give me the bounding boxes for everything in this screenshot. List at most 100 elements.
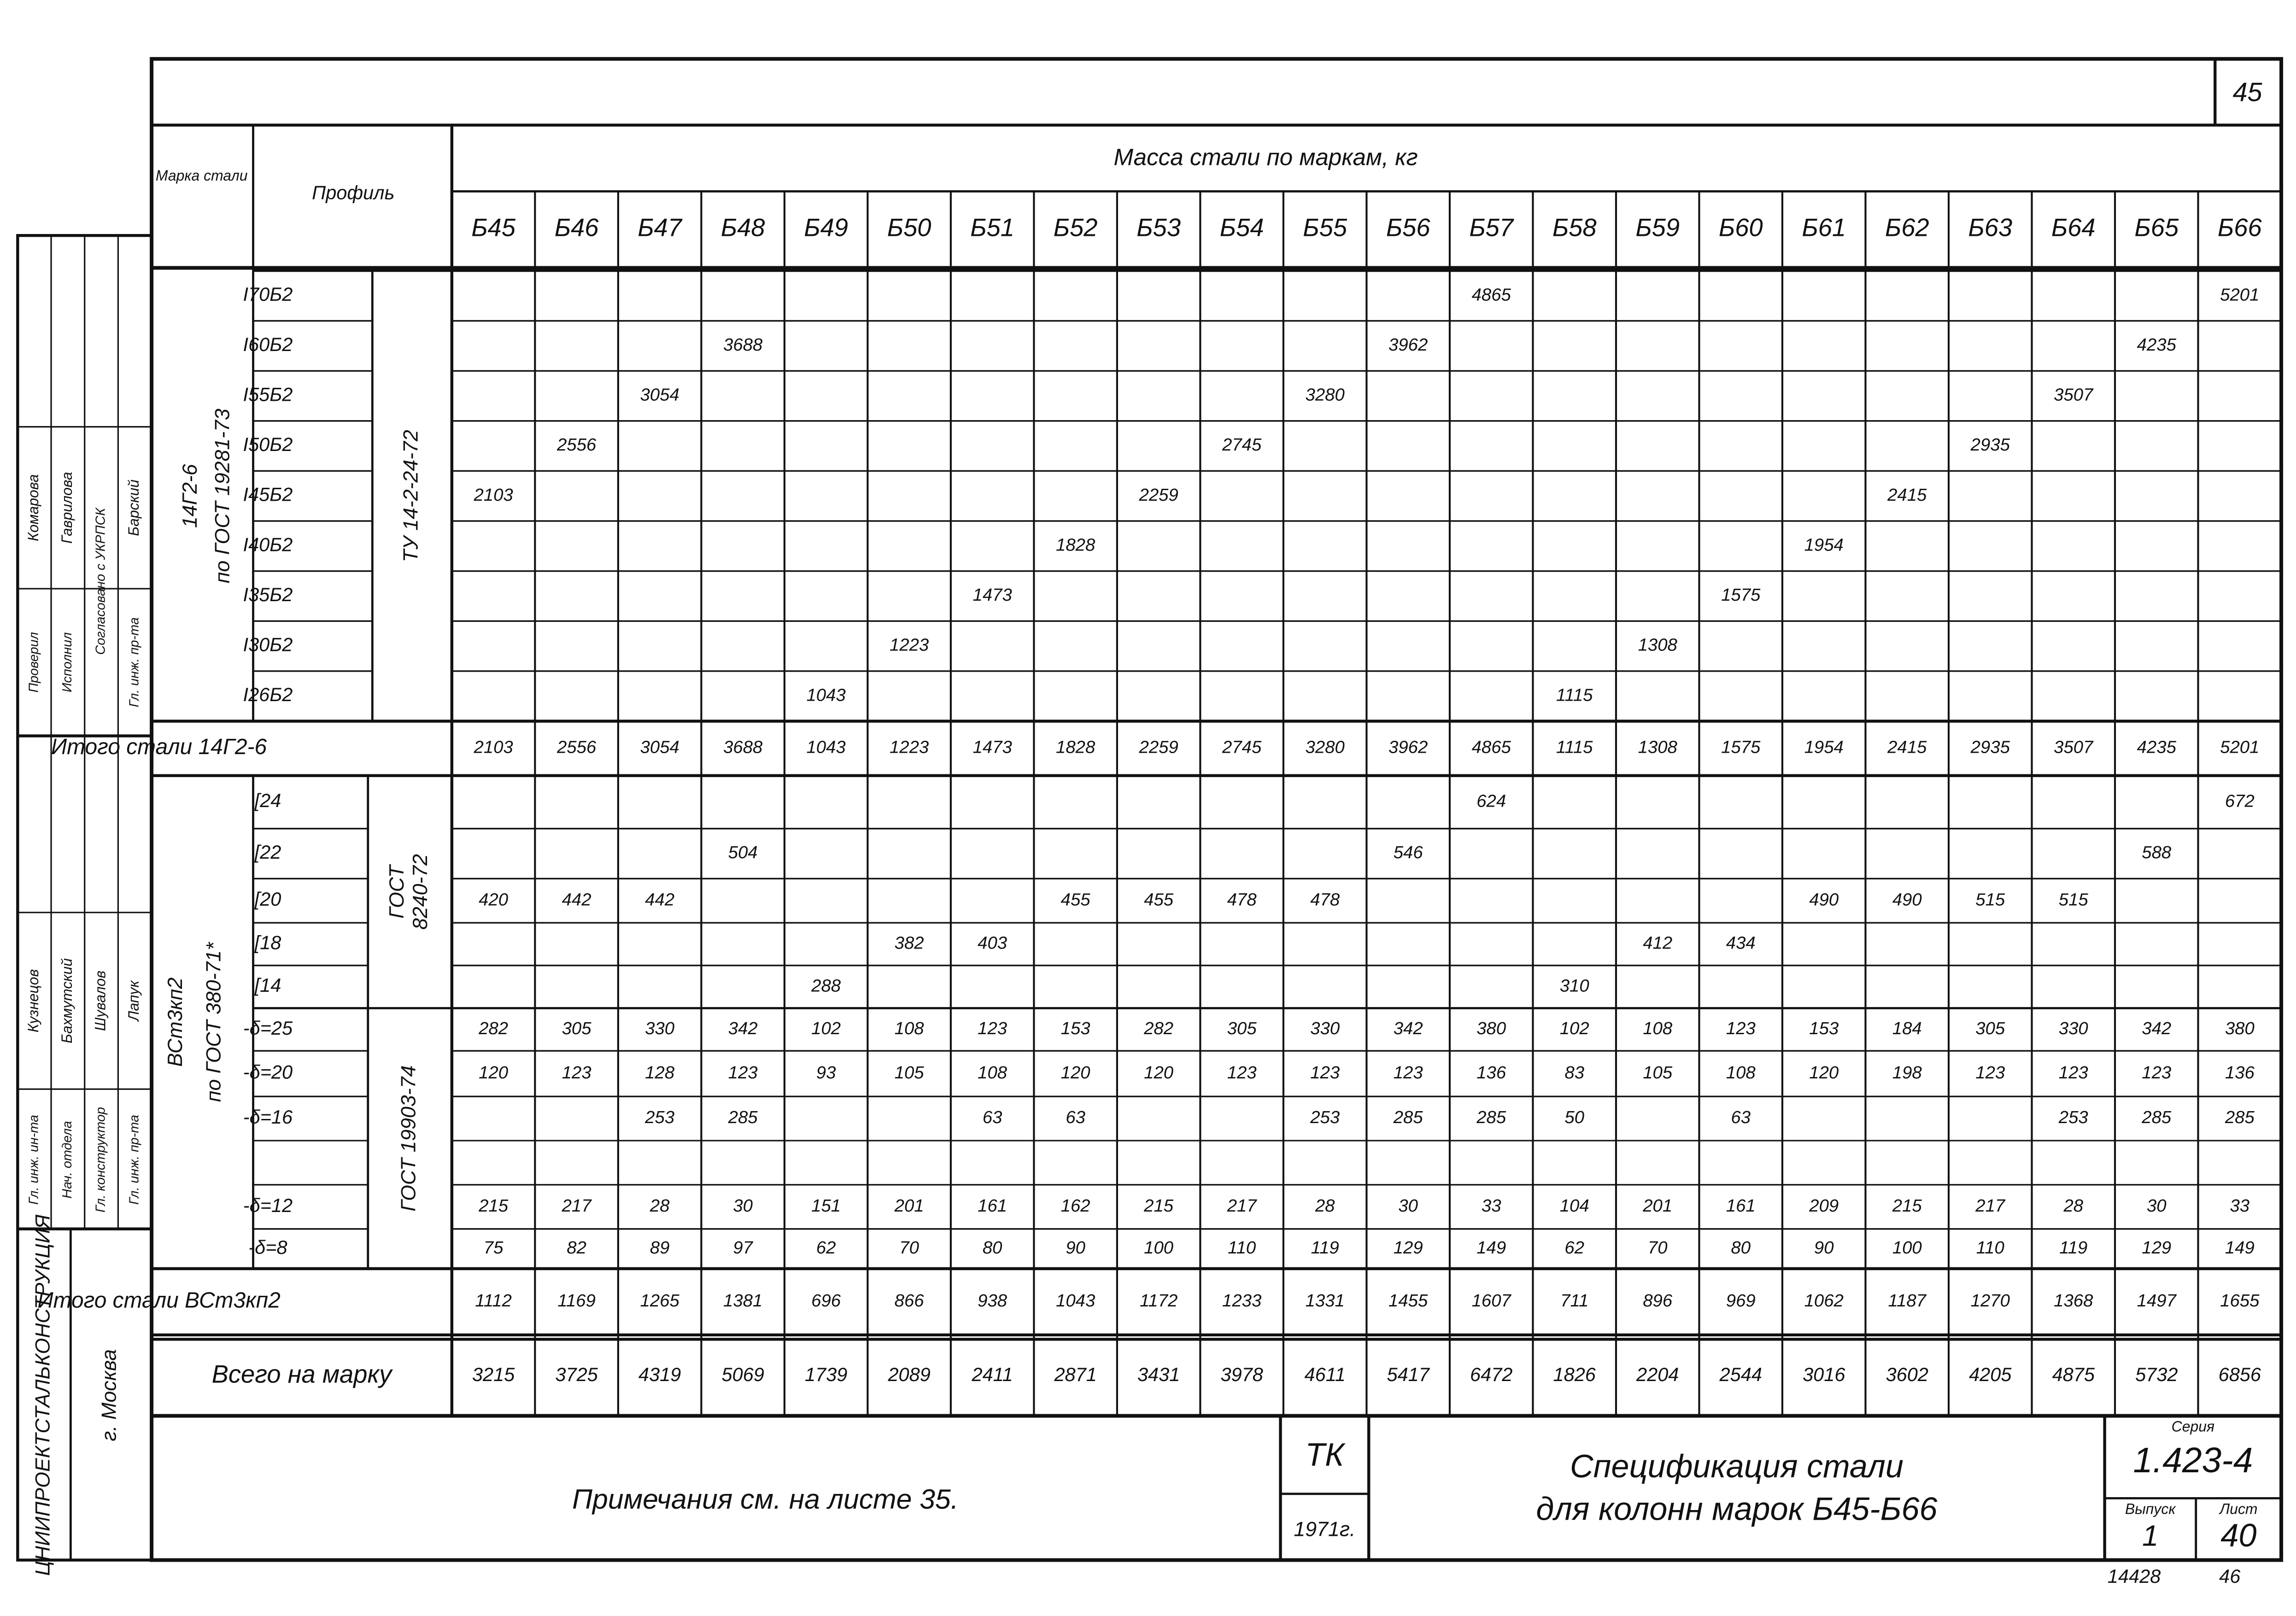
profile: -δ=25	[243, 1017, 293, 1039]
mass-value: 30	[733, 1196, 753, 1216]
mass-value: 108	[978, 1063, 1007, 1083]
total-value: 1607	[1472, 1291, 1512, 1311]
mass-value: 100	[1892, 1238, 1922, 1258]
mass-value: 90	[1066, 1238, 1085, 1258]
total-value: 1172	[1140, 1291, 1177, 1311]
mass-value: 82	[567, 1238, 586, 1258]
mass-value: 63	[983, 1107, 1002, 1127]
profile: I45Б2	[243, 484, 293, 505]
mass-value: 1954	[1804, 535, 1844, 555]
mass-value: 217	[1975, 1196, 2006, 1216]
mass-value: 129	[2142, 1238, 2171, 1258]
profile: [14	[254, 974, 281, 996]
grand-total-value: 4205	[1969, 1364, 2012, 1385]
mass-value: 28	[1315, 1196, 1335, 1216]
mass-value: 62	[1564, 1238, 1584, 1258]
mass-value: 28	[650, 1196, 670, 1216]
mass-value: 478	[1310, 890, 1340, 909]
mass-value: 217	[562, 1196, 592, 1216]
mass-value: 90	[1814, 1238, 1834, 1258]
stamp-role: Нач. отдела	[60, 1121, 75, 1198]
total-value: 5201	[2220, 738, 2259, 757]
grand-total-value: 1826	[1553, 1364, 1596, 1385]
total-value: 938	[978, 1291, 1007, 1311]
mass-value: 28	[2063, 1196, 2083, 1216]
mass-value: 515	[1975, 890, 2005, 909]
mass-value: 1223	[890, 635, 929, 655]
stamp-agreement: Согласовано с УКРПСК	[94, 507, 108, 655]
mass-value: 253	[644, 1107, 674, 1127]
mass-value: 2415	[1887, 485, 1927, 505]
mass-value: 70	[899, 1238, 919, 1258]
mass-value: 50	[1564, 1107, 1584, 1127]
steel-grade: по ГОСТ 380-71*	[202, 942, 225, 1102]
sheet-number: 45	[2233, 78, 2263, 107]
total-value: 1043	[806, 738, 845, 757]
total-value: 711	[1560, 1291, 1588, 1311]
mass-value: 215	[1892, 1196, 1922, 1216]
stamp-name: Лапук	[125, 980, 142, 1022]
page-number: 46	[2219, 1565, 2241, 1587]
profile: I40Б2	[243, 533, 293, 555]
mass-value: 285	[1476, 1107, 1506, 1127]
profile: -δ=16	[243, 1106, 293, 1128]
mark-header: Б59	[1635, 214, 1680, 242]
mark-header: Б50	[887, 214, 931, 242]
mass-value: 282	[478, 1019, 508, 1038]
mass-value: 120	[1144, 1063, 1173, 1083]
mass-value: 123	[562, 1063, 592, 1083]
profile: [24	[254, 790, 281, 811]
mass-value: 2745	[1222, 435, 1262, 455]
mass-value: 33	[1482, 1196, 1501, 1216]
mass-value: 30	[2147, 1196, 2167, 1216]
mass-value: 330	[1310, 1019, 1340, 1038]
mark-header: Б49	[804, 214, 848, 242]
mass-value: 80	[983, 1238, 1002, 1258]
total-value: 3962	[1388, 738, 1428, 757]
mass-value: 285	[2225, 1107, 2255, 1127]
stamp-role: Гл. конструктор	[94, 1107, 108, 1212]
grand-total-value: 2411	[972, 1364, 1013, 1385]
mass-value: 5201	[2220, 285, 2259, 304]
grand-total-value: 3215	[472, 1364, 515, 1385]
standard: ГОСТ 19903-74	[398, 1066, 420, 1212]
mass-value: 305	[1975, 1019, 2005, 1038]
issue-label: Выпуск	[2125, 1500, 2176, 1517]
mass-value: 504	[728, 843, 758, 862]
mass-value: 162	[1061, 1196, 1090, 1216]
mass-value: 123	[2059, 1063, 2088, 1083]
grand-total-value: 2871	[1054, 1364, 1096, 1385]
footer-note: Примечания см. на листе 35.	[572, 1483, 959, 1515]
stamp-role: Исполнил	[60, 632, 75, 692]
mass-value: 285	[728, 1107, 758, 1127]
mark-header: Б56	[1386, 214, 1431, 242]
mass-value: 305	[562, 1019, 592, 1038]
standard: ГОСТ	[386, 864, 408, 919]
grand-total-value: 2204	[1636, 1364, 1679, 1385]
grand-total-value: 3725	[555, 1364, 598, 1385]
stamp-role: Гл. инж. пр-та	[127, 1115, 141, 1205]
mass-value: 4235	[2137, 335, 2177, 355]
mass-value: 129	[1394, 1238, 1423, 1258]
mass-value: 153	[1061, 1019, 1090, 1038]
profile: [18	[254, 931, 281, 953]
profile: I70Б2	[243, 283, 293, 305]
mark-header: Б64	[2051, 214, 2096, 242]
mass-value: 184	[1892, 1019, 1922, 1038]
mass-value: 123	[1310, 1063, 1340, 1083]
mass-value: 1308	[1638, 635, 1678, 655]
stamp-role: Гл. инж. пр-та	[127, 617, 141, 707]
mass-value: 253	[2058, 1107, 2088, 1127]
mark-header: Б57	[1469, 214, 1514, 242]
stamp-role: Гл. инж. ин-та	[26, 1115, 41, 1205]
mass-value: 93	[816, 1063, 836, 1083]
total-value: 1455	[1388, 1291, 1428, 1311]
mark-header: Б47	[638, 214, 683, 242]
total-value: 1223	[890, 738, 929, 757]
mass-value: 149	[2225, 1238, 2255, 1258]
grand-total-value: 5069	[721, 1364, 764, 1385]
grand-total-value: 6856	[2219, 1364, 2261, 1385]
mass-value: 420	[479, 890, 508, 909]
mass-value: 403	[978, 933, 1007, 953]
mass-value: 2935	[1970, 435, 2010, 455]
